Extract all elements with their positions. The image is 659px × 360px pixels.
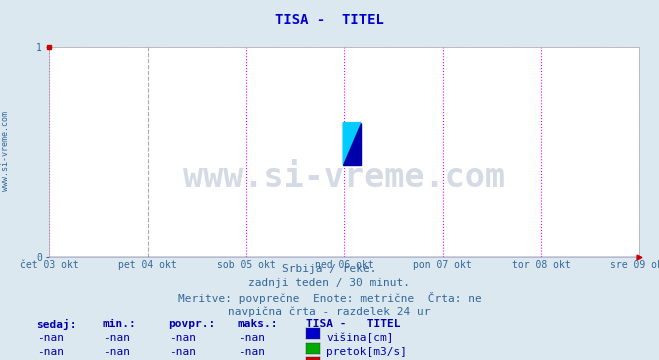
Text: TISA -   TITEL: TISA - TITEL bbox=[306, 319, 401, 329]
Text: www.si-vreme.com: www.si-vreme.com bbox=[1, 111, 10, 191]
Text: min.:: min.: bbox=[102, 319, 136, 329]
Text: sedaj:: sedaj: bbox=[36, 319, 76, 330]
Text: -nan: -nan bbox=[38, 333, 64, 343]
Text: -nan: -nan bbox=[169, 333, 196, 343]
Text: pretok[m3/s]: pretok[m3/s] bbox=[326, 347, 407, 357]
Text: Meritve: povprečne  Enote: metrične  Črta: ne: Meritve: povprečne Enote: metrične Črta:… bbox=[178, 292, 481, 304]
Text: Srbija / reke.: Srbija / reke. bbox=[282, 264, 377, 274]
Polygon shape bbox=[343, 123, 352, 144]
Text: navpična črta - razdelek 24 ur: navpična črta - razdelek 24 ur bbox=[228, 307, 431, 317]
Text: maks.:: maks.: bbox=[237, 319, 277, 329]
Polygon shape bbox=[343, 123, 361, 165]
Polygon shape bbox=[343, 123, 361, 165]
Text: -nan: -nan bbox=[103, 333, 130, 343]
Text: -nan: -nan bbox=[103, 347, 130, 357]
Text: -nan: -nan bbox=[239, 347, 265, 357]
Text: višina[cm]: višina[cm] bbox=[326, 333, 393, 343]
Text: www.si-vreme.com: www.si-vreme.com bbox=[183, 161, 505, 194]
Text: -nan: -nan bbox=[239, 333, 265, 343]
Text: zadnji teden / 30 minut.: zadnji teden / 30 minut. bbox=[248, 278, 411, 288]
Text: -nan: -nan bbox=[38, 347, 64, 357]
Text: povpr.:: povpr.: bbox=[168, 319, 215, 329]
Text: TISA -  TITEL: TISA - TITEL bbox=[275, 13, 384, 27]
Text: -nan: -nan bbox=[169, 347, 196, 357]
